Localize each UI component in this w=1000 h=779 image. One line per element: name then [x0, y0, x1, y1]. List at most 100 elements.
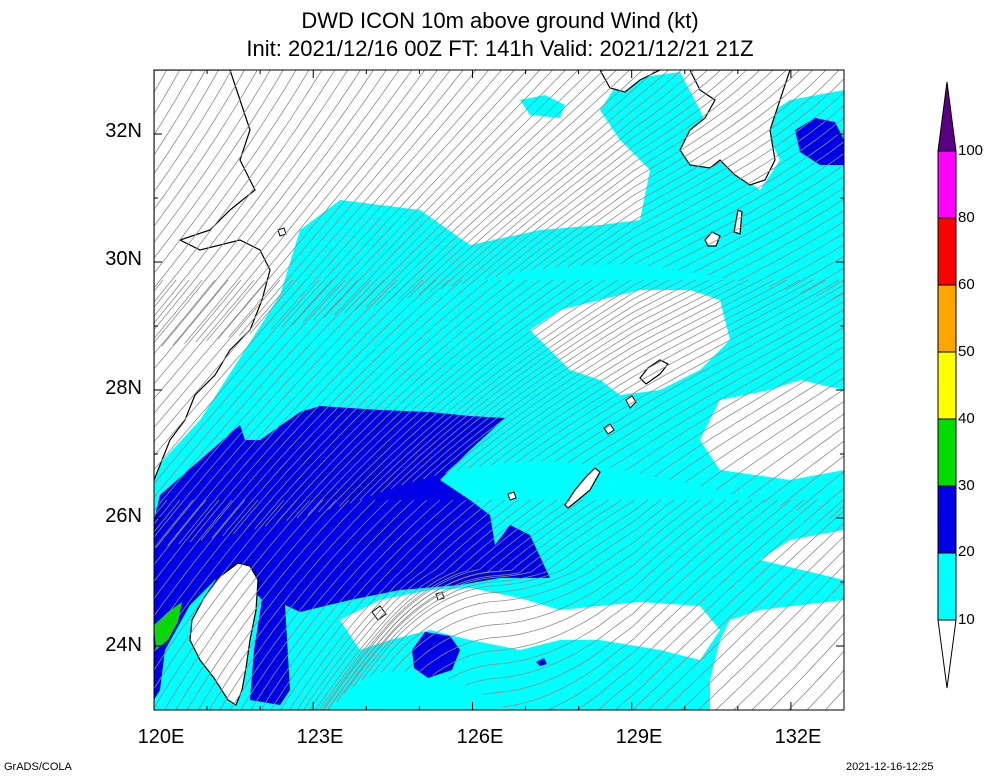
streamline [434, 279, 736, 477]
streamline [502, 499, 792, 708]
streamline [154, 499, 246, 617]
streamline [161, 70, 374, 347]
streamline [336, 499, 623, 703]
streamline [315, 499, 532, 710]
streamline [318, 499, 545, 710]
streamline [154, 499, 207, 566]
streamline [250, 499, 428, 710]
streamline [254, 279, 515, 530]
streamline [154, 279, 268, 414]
streamline [440, 70, 709, 290]
streamline [279, 499, 467, 710]
colorbar-label: 30 [958, 477, 975, 494]
okinawa-island [564, 467, 601, 509]
colorbar-segment [937, 81, 957, 152]
streamline [167, 279, 411, 547]
streamline [154, 499, 181, 533]
streamline [154, 279, 164, 292]
streamline [343, 499, 636, 694]
streamline [567, 300, 844, 464]
streamline [195, 70, 413, 343]
footer-credit: GrADS/COLA [4, 761, 72, 773]
streamline [386, 70, 644, 303]
streamline [302, 70, 541, 323]
streamline [239, 70, 464, 336]
streamline [154, 499, 311, 709]
streamline [697, 564, 844, 710]
streamline [265, 279, 528, 527]
streamline [595, 317, 844, 466]
streamline [154, 499, 233, 600]
streamline [275, 279, 541, 524]
streamline [722, 209, 844, 279]
streamline [154, 70, 323, 303]
streamline [555, 70, 840, 268]
streamline [575, 499, 818, 710]
korea-landmass [599, 70, 661, 93]
streamline [423, 279, 723, 480]
streamline [448, 499, 753, 680]
streamline [418, 70, 683, 295]
streamline [281, 70, 515, 328]
streamline [154, 499, 168, 517]
streamline [851, 500, 1000, 722]
streamline [763, 440, 844, 503]
streamline [91, 60, 94, 65]
streamline [543, 70, 827, 270]
streamline [715, 580, 844, 710]
streamline [328, 279, 606, 510]
streamline [507, 70, 787, 275]
streamline [303, 499, 506, 710]
streamline [155, 279, 398, 548]
streamline [639, 345, 844, 475]
small-island [603, 423, 615, 435]
small-island [507, 491, 517, 501]
streamline [715, 400, 844, 491]
colorbar-segment [937, 217, 957, 286]
axis-ticks [153, 69, 845, 711]
streamline [391, 499, 701, 672]
streamline [581, 309, 844, 465]
streamline [197, 499, 363, 710]
streamline [154, 279, 333, 485]
streamline [154, 279, 294, 443]
streamline [154, 499, 194, 549]
streamline [229, 499, 402, 710]
streamline [328, 499, 610, 710]
wind-20-30-patch-east [795, 118, 844, 165]
streamline [528, 279, 840, 463]
streamline [484, 70, 761, 280]
streamline [154, 279, 320, 471]
kyushu-landmass [679, 70, 791, 186]
streamline [546, 499, 805, 710]
streamline [154, 70, 362, 344]
wind-below-10-area [530, 290, 730, 395]
streamline [154, 70, 258, 227]
colorbar-segment [937, 485, 957, 554]
streamline [432, 499, 740, 676]
colorbar-label: 40 [958, 410, 975, 427]
streamline [154, 279, 242, 385]
streamline [360, 499, 662, 681]
streamline [270, 499, 454, 710]
streamline [606, 117, 844, 265]
streamline [154, 70, 310, 289]
streamline [154, 499, 259, 635]
streamline [669, 366, 844, 480]
streamline [240, 499, 415, 710]
streamline [130, 60, 133, 65]
streamline [462, 70, 735, 285]
streamline [249, 70, 477, 334]
streamline [779, 455, 844, 507]
streamline [154, 70, 232, 193]
streamline [867, 500, 1000, 724]
colorbar-segment [937, 351, 957, 420]
streamline [391, 279, 684, 490]
streamline [154, 70, 181, 116]
streamline [98, 500, 102, 505]
streamline [352, 499, 649, 688]
streamline [154, 70, 336, 317]
streamline [317, 279, 593, 513]
streamline [154, 279, 281, 429]
